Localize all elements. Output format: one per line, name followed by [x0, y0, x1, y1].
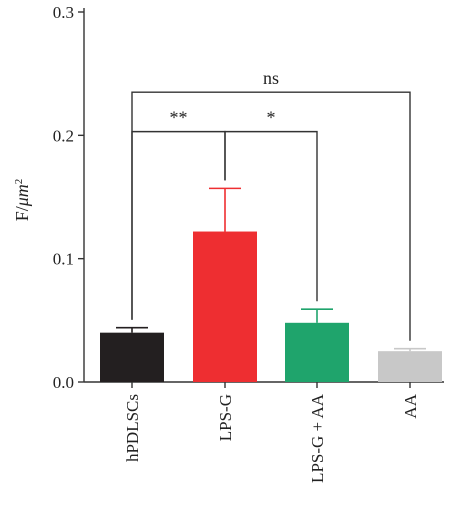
- significance-bracket: [131, 91, 411, 341]
- y-tick-label: 0.0: [53, 373, 74, 392]
- y-tick-label: 0.1: [53, 250, 74, 269]
- x-tick-label: LPS-G: [216, 394, 235, 441]
- y-axis-title: F/μm2: [12, 179, 32, 222]
- significance-bracket: [224, 130, 318, 302]
- bars: [100, 231, 442, 382]
- axes: 0.0 0.1 0.2 0.3 hPDLSCs LPS-G LPS-G + AA AA: [53, 3, 444, 483]
- significance-label: **: [170, 108, 188, 128]
- bar: [100, 332, 164, 382]
- error-bars: [116, 187, 426, 352]
- significance-label: ns: [263, 68, 279, 88]
- y-tick-label: 0.3: [53, 3, 74, 22]
- x-tick-label: AA: [401, 393, 420, 418]
- x-tick-label: hPDLSCs: [123, 394, 142, 462]
- bar: [193, 231, 257, 382]
- x-tick-label: LPS-G + AA: [308, 393, 327, 483]
- significance-brackets: ns** *: [131, 68, 411, 341]
- bar: [378, 351, 442, 382]
- significance-label: *: [267, 108, 276, 128]
- y-tick-label: 0.2: [53, 126, 74, 145]
- bar: [285, 322, 349, 382]
